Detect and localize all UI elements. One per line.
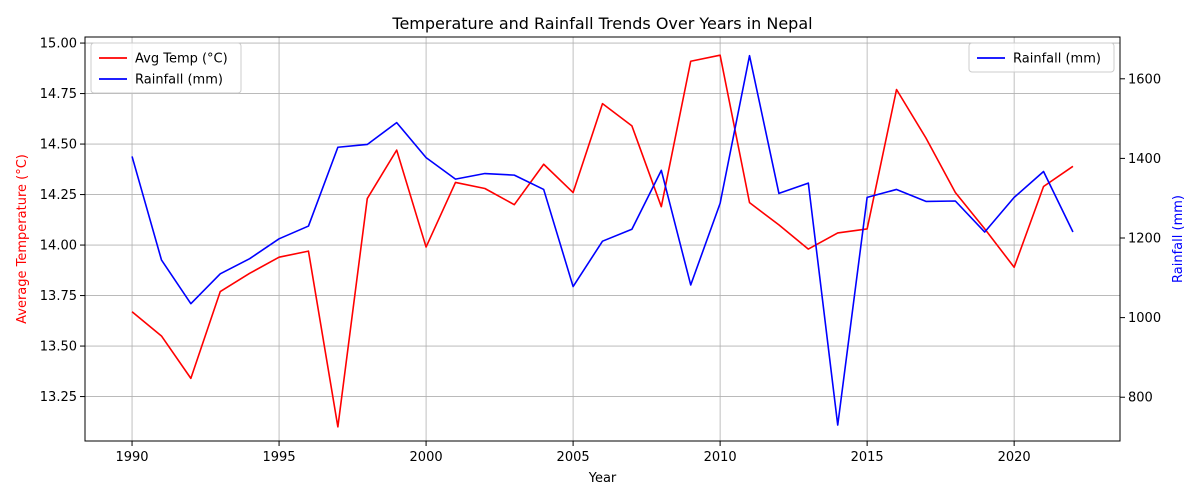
plot-frame [84,36,1121,442]
x-tick-label: 2020 [998,450,1031,465]
legend-entry-label: Rainfall (mm) [135,73,223,88]
left-y-axis-ticks: 13.25 13.50 13.75 14.00 14.25 14.50 14.75 15.00 [40,37,85,405]
x-tick-label: 1990 [115,450,148,465]
x-tick-label: 2015 [851,450,884,465]
left-y-tick-label: 13.75 [40,289,77,304]
x-tick-label: 2010 [704,450,737,465]
x-axis-title: Year [588,471,617,486]
avg-temp-c-series-line [131,54,1074,428]
left-y-axis-title: Average Temperature (°C) [15,154,30,324]
legend-entry-label: Avg Temp (°C) [135,52,228,67]
right-y-tick-label: 800 [1128,391,1153,406]
left-y-tick-label: 14.50 [40,138,77,153]
series-lines [131,54,1074,428]
left-y-tick-label: 15.00 [40,37,77,52]
legend-entry-label: Rainfall (mm) [1013,52,1101,67]
right-y-axis-title: Rainfall (mm) [1171,195,1186,283]
legend-right: Rainfall (mm) [968,42,1115,73]
right-y-tick-label: 1400 [1128,152,1161,167]
right-y-tick-label: 1000 [1128,311,1161,326]
rainfall-mm-series-line [131,54,1074,426]
left-y-tick-label: 14.75 [40,87,77,102]
x-axis-ticks: 1990 1995 2000 2005 2010 2015 2020 [115,441,1031,465]
legend-box [968,42,1115,73]
grid [85,37,1120,441]
left-y-tick-label: 14.00 [40,239,77,254]
left-y-tick-label: 13.25 [40,390,77,405]
legend-box [90,42,242,94]
right-y-tick-label: 1200 [1128,232,1161,247]
x-tick-label: 2000 [410,450,443,465]
x-tick-label: 2005 [557,450,590,465]
left-y-tick-label: 13.50 [40,340,77,355]
legend-left: Avg Temp (°C) Rainfall (mm) [90,42,242,94]
right-y-axis-ticks: 800 1000 1200 1400 1600 [1120,72,1161,406]
x-tick-label: 1995 [263,450,296,465]
chart-title: Temperature and Rainfall Trends Over Yea… [391,14,812,33]
left-y-tick-label: 14.25 [40,188,77,203]
right-y-tick-label: 1600 [1128,72,1161,87]
